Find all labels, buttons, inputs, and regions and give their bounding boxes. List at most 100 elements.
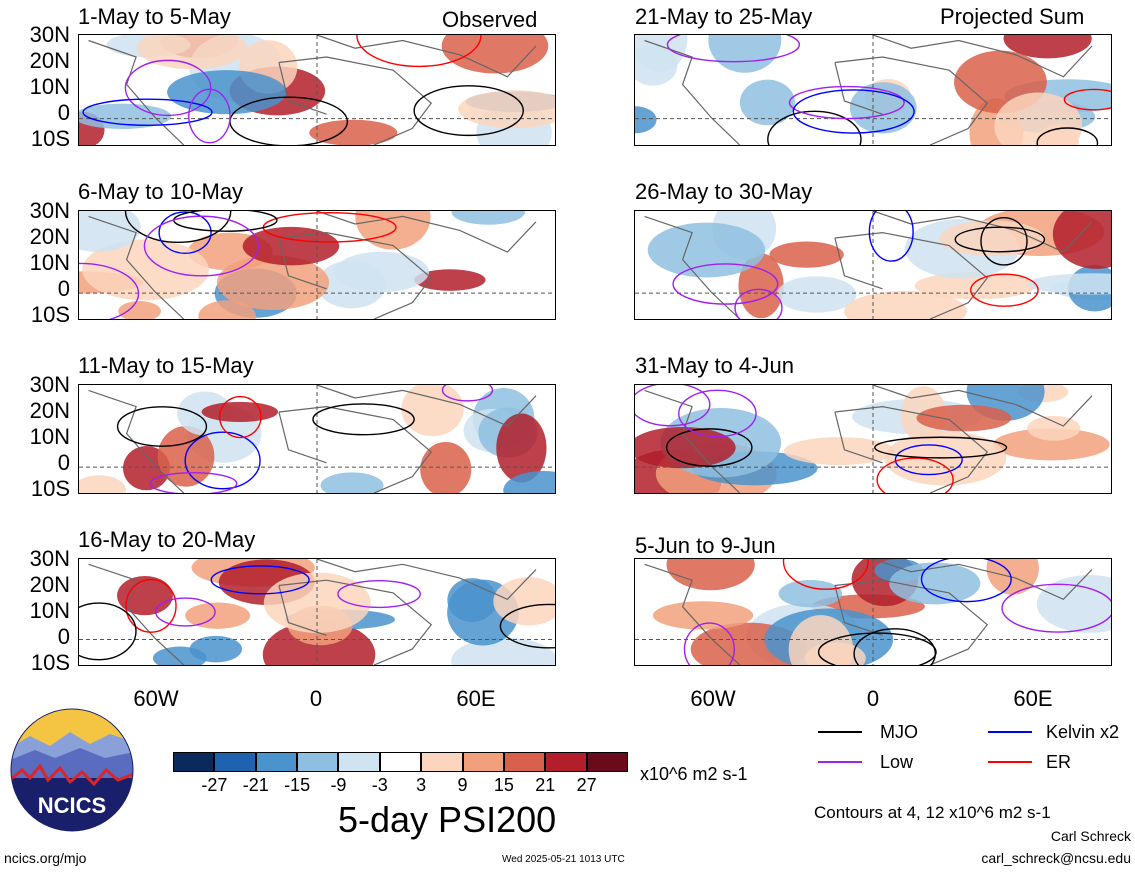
anomaly-shading [355, 211, 431, 250]
contour-line [788, 85, 905, 120]
lat-label: 10N [29, 250, 70, 275]
coastline-eurasia [316, 385, 537, 427]
anomaly-shading [666, 559, 755, 591]
coastline-eurasia [872, 211, 1093, 253]
contour-line [874, 436, 1008, 459]
lat-label: 30N [29, 198, 70, 223]
anomaly-shading [844, 290, 967, 319]
anomaly-shading [994, 92, 1083, 145]
projected-label: Projected Sum [940, 4, 1085, 29]
colorbar-swatch [586, 752, 628, 772]
anomaly-shading [451, 211, 525, 225]
anomaly-shading [79, 475, 127, 493]
er-line-icon [988, 761, 1032, 763]
contour-line [920, 559, 1012, 603]
contour-line [210, 565, 310, 595]
lat-label: 10N [29, 74, 70, 99]
site-link[interactable]: ncics.org/mjo [4, 850, 87, 866]
legend-kelvin: Kelvin x2 [1046, 722, 1120, 742]
logo-text: NCICS [38, 793, 106, 818]
colorbar-tick-label: -9 [330, 775, 347, 795]
coastline-eurasia [316, 35, 537, 78]
anomaly-shading [635, 426, 736, 469]
lat-label: 0 [57, 100, 70, 125]
anomaly-shading [635, 106, 657, 134]
kelvin-line-icon [988, 731, 1032, 733]
contour-line [188, 88, 231, 144]
lat-label: 10S [30, 302, 70, 327]
anomaly-shading [496, 413, 547, 483]
contour-line [1063, 88, 1111, 111]
colorbar-units: x10^6 m2 s-1 [640, 764, 748, 784]
lon-label-0: 0 [309, 686, 323, 711]
legend-mjo: MJO [880, 722, 918, 742]
contour-line [124, 211, 232, 244]
anomaly-shading [334, 251, 430, 293]
colorbar-tick-label: -21 [242, 775, 269, 795]
author: Carl Schreck [1050, 828, 1131, 844]
contour-line [868, 211, 914, 262]
anomaly-shading [652, 601, 754, 630]
contour-line [665, 428, 753, 467]
lat-label: 10N [29, 424, 70, 449]
lat-label: 10S [30, 476, 70, 501]
anomaly-shading [185, 602, 251, 629]
coastline-americas [644, 563, 741, 665]
coastline-americas [88, 39, 185, 145]
timestamp: Wed 2025-05-21 1013 UTC [502, 854, 625, 865]
anomaly-shading [320, 472, 384, 493]
coastline-africa [278, 56, 433, 145]
panel-title: 6-May to 10-May [78, 179, 244, 204]
lat-label: 20N [29, 224, 70, 249]
lat-label: 0 [57, 276, 70, 301]
map-panel-5 [634, 34, 1112, 146]
anomaly-shading [849, 82, 917, 134]
anomaly-shading [167, 70, 287, 115]
contour-note: Contours at 4, 12 x10^6 m2 s-1 [814, 803, 1051, 822]
anomaly-shading [776, 276, 857, 313]
anomaly-shading [216, 255, 330, 310]
colorbar-swatch [297, 752, 339, 772]
map-panel-7 [634, 384, 1112, 494]
lon-label-60e: 60E [1013, 686, 1053, 711]
contour-line [970, 273, 1039, 307]
lat-label: 30N [29, 372, 70, 397]
lon-label-60w: 60W [690, 686, 736, 711]
anomaly-shading [189, 635, 243, 663]
lat-label: 30N [29, 22, 70, 47]
coastline-americas [644, 39, 741, 145]
contour-line [894, 444, 963, 476]
ncics-logo: NCICS [10, 708, 134, 832]
lat-label: 20N [29, 48, 70, 73]
anomaly-shading [1027, 273, 1111, 295]
anomaly-shading [242, 226, 340, 266]
contour-line [312, 403, 415, 436]
colorbar-tick-label: -27 [201, 775, 228, 795]
contour-line [954, 226, 1046, 253]
colorbar-tick-label: 27 [576, 775, 597, 795]
contour-line [337, 579, 421, 609]
colorbar-swatch [462, 752, 504, 772]
anomaly-shading [1027, 415, 1081, 441]
lat-label: 20N [29, 398, 70, 423]
contour-line [184, 431, 261, 490]
contour-line [356, 35, 482, 68]
contour-line [672, 263, 779, 305]
panel-title: 11-May to 15-May [78, 353, 254, 378]
colorbar-tick-label: 15 [493, 775, 514, 795]
contour-line [143, 215, 260, 277]
colorbar-swatch [255, 752, 298, 772]
contour-line [734, 288, 783, 319]
lat-label: 0 [57, 450, 70, 475]
contour-line [413, 85, 524, 137]
anomaly-shading [916, 404, 1012, 432]
lat-label: 20N [29, 572, 70, 597]
anomaly-shading [769, 241, 844, 268]
anomaly-shading [739, 79, 795, 126]
contour-line [876, 457, 954, 493]
colorbar-tick-label: -15 [284, 775, 311, 795]
main-title: 5-day PSI200 [338, 799, 557, 840]
contour-line [635, 385, 711, 427]
anomaly-shading [647, 222, 766, 278]
panel-title: 16-May to 20-May [78, 527, 256, 552]
